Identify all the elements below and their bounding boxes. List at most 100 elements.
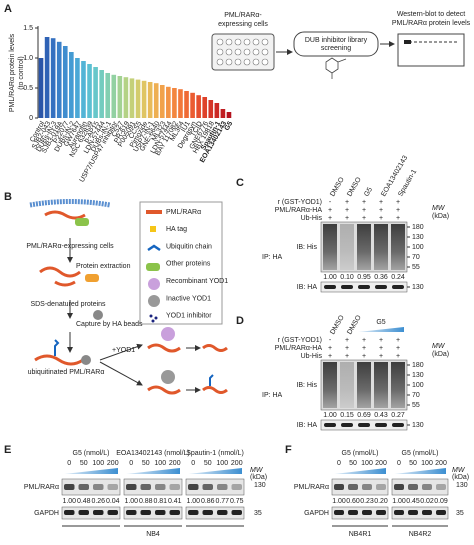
panel-letter: A — [4, 3, 12, 15]
lane-label: G5 — [363, 186, 374, 198]
screen-box — [293, 31, 379, 57]
blot-label: IB: HA — [297, 422, 318, 429]
dose-label: 50 — [80, 460, 88, 467]
blot-band — [78, 484, 89, 490]
legend-icon — [147, 244, 161, 252]
y-axis-label: PML/RARα protein levels — [9, 33, 16, 112]
protein — [34, 354, 84, 366]
blot-band — [375, 285, 387, 289]
wells — [216, 38, 269, 66]
blot-band — [64, 484, 75, 490]
quant: 0.20 — [374, 498, 388, 505]
blot-lane — [323, 362, 337, 408]
dose-wedge — [188, 468, 242, 474]
blot-band — [202, 510, 213, 515]
quant: 0.36 — [374, 274, 388, 281]
blot-band — [348, 510, 358, 515]
sign: + — [345, 345, 349, 352]
bead — [93, 310, 103, 320]
sign: - — [329, 199, 332, 206]
mw-label: MW — [250, 467, 264, 474]
row-label: PML/RARα — [24, 484, 59, 491]
blot — [123, 478, 183, 496]
blot-band — [392, 423, 404, 427]
sign: + — [379, 345, 383, 352]
marker-label: 130 — [456, 482, 468, 489]
blot — [61, 478, 121, 496]
sign: - — [329, 337, 332, 344]
sign: + — [396, 215, 400, 222]
blot-lane — [357, 224, 371, 270]
blot-band — [202, 484, 213, 490]
blot-band — [348, 484, 358, 490]
step-label: ubiquitinated PML/RARα — [28, 369, 105, 376]
dose-label: 200 — [231, 460, 243, 467]
bar — [75, 58, 80, 118]
x-tick-label: IU1 — [180, 120, 192, 133]
blot-band — [93, 484, 104, 490]
bar — [202, 97, 208, 118]
blot-lane — [374, 224, 388, 270]
legend-label: YOD1 inhibitor — [166, 313, 212, 320]
blot — [185, 478, 245, 496]
legend-label: Ubiquitin chain — [166, 243, 212, 250]
quant: 0.48 — [77, 498, 91, 505]
schematic-text: Western-blot to detect — [397, 11, 465, 18]
marker-label: 100 — [412, 244, 424, 251]
blot — [123, 506, 183, 520]
blot-band — [394, 510, 404, 515]
sign: + — [379, 207, 383, 214]
panel-letter: B — [4, 191, 12, 203]
sign: + — [345, 207, 349, 214]
sign: + — [396, 337, 400, 344]
dose-label: 100 — [92, 460, 104, 467]
blot-band — [217, 510, 228, 515]
blot-band — [93, 510, 104, 515]
protein — [39, 266, 81, 287]
blot-band — [358, 423, 370, 427]
sign: + — [328, 353, 332, 360]
blot-band — [392, 285, 404, 289]
inactive-yod1 — [161, 370, 175, 384]
quant: 0.81 — [153, 498, 167, 505]
blot-lane — [340, 224, 354, 270]
dose-label: 0 — [337, 460, 341, 467]
sign: + — [396, 353, 400, 360]
legend-icon — [148, 295, 160, 307]
blot-band — [341, 423, 353, 427]
schematic-text: screening — [321, 45, 351, 52]
dose-wedge — [126, 468, 180, 474]
marker-label: 70 — [412, 254, 420, 261]
membrane — [29, 199, 111, 208]
protein — [202, 344, 228, 352]
cell-line: NB4R1 — [349, 531, 372, 538]
blot-band — [341, 285, 353, 289]
step-label: Capture by HA beads — [76, 321, 143, 328]
sign: + — [396, 207, 400, 214]
bar — [123, 77, 129, 118]
row-label: Ub-His — [301, 353, 323, 360]
other-protein — [75, 218, 89, 226]
dose-label: 100 — [216, 460, 228, 467]
quant: 1.00 — [332, 498, 346, 505]
group-label: G5 (nmol/L) — [402, 450, 439, 457]
blot-band — [155, 484, 166, 490]
blot-band — [107, 510, 118, 515]
dose-label: 200 — [375, 460, 387, 467]
y-axis-label: (to control) — [18, 56, 25, 89]
sign: + — [379, 199, 383, 206]
blot-lane — [340, 362, 354, 408]
panel-letter: F — [285, 444, 292, 456]
step-label: Protein extraction — [76, 263, 131, 270]
ubiquitin — [209, 374, 214, 386]
marker-label: 180 — [412, 362, 424, 369]
quant: 1.00 — [186, 498, 200, 505]
bar — [159, 85, 165, 118]
blot — [331, 478, 389, 496]
blot-lane — [374, 362, 388, 408]
blot-label: IB: HA — [297, 284, 318, 291]
blot-band — [188, 510, 199, 515]
protein — [147, 343, 181, 353]
blot-band — [64, 510, 75, 515]
